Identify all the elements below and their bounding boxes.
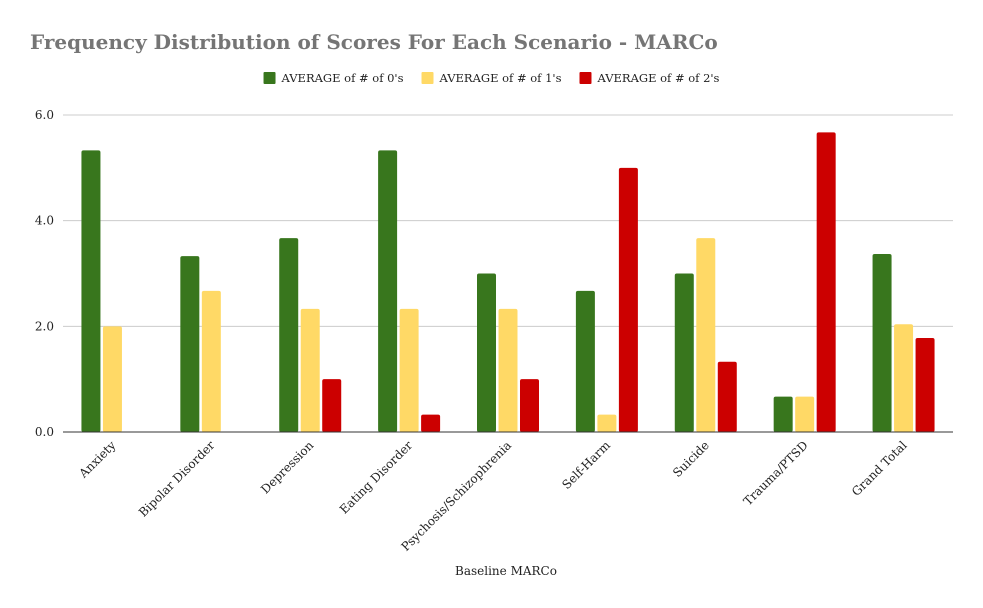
bar[interactable] — [201, 290, 221, 432]
bar[interactable] — [795, 396, 815, 432]
x-category-label: Self-Harm — [559, 438, 613, 492]
x-category-label: Anxiety — [76, 438, 119, 481]
bar[interactable] — [399, 308, 419, 432]
legend-item[interactable]: AVERAGE of # of 2's — [579, 71, 720, 85]
x-category-label: Grand Total — [849, 438, 910, 499]
bar[interactable] — [717, 361, 737, 432]
legend-item[interactable]: AVERAGE of # of 0's — [263, 71, 404, 85]
bar[interactable] — [618, 167, 638, 433]
bar[interactable] — [477, 273, 496, 433]
y-tick-label: 0.0 — [35, 425, 54, 439]
bar[interactable] — [180, 256, 200, 432]
legend-item[interactable]: AVERAGE of # of 1's — [421, 71, 562, 85]
bar[interactable] — [872, 253, 892, 432]
x-axis-categories: Anxiety Bipolar Disorder Depression Eating … — [76, 438, 910, 554]
y-axis-ticks: 0.0 2.0 4.0 6.0 — [35, 108, 54, 439]
legend-label: AVERAGE of # of 0's — [281, 71, 404, 85]
x-category-label: Eating Disorder — [337, 438, 416, 517]
bar[interactable] — [575, 290, 595, 432]
y-tick-label: 6.0 — [35, 108, 54, 122]
bar[interactable] — [816, 132, 836, 432]
x-category-label: Trauma/PTSD — [741, 438, 811, 508]
x-category-label: Bipolar Disorder — [136, 438, 218, 520]
x-category-label: Suicide — [670, 438, 712, 480]
bar[interactable] — [696, 238, 716, 432]
y-tick-label: 2.0 — [35, 319, 54, 333]
bar[interactable] — [894, 324, 914, 432]
bar[interactable] — [81, 150, 101, 433]
legend-swatch — [263, 72, 276, 84]
bar[interactable] — [498, 308, 518, 432]
bar[interactable] — [300, 308, 320, 432]
bars — [81, 132, 935, 433]
bar[interactable] — [597, 414, 617, 432]
bar[interactable] — [674, 273, 694, 433]
bar[interactable] — [520, 379, 539, 432]
bar[interactable] — [378, 150, 398, 433]
legend-swatch — [579, 72, 592, 84]
x-category-label: Psychosis/Schizophrenia — [398, 438, 514, 554]
bar[interactable] — [773, 396, 793, 432]
legend: AVERAGE of # of 0's AVERAGE of # of 1's AV… — [263, 71, 720, 85]
legend-label: AVERAGE of # of 1's — [439, 71, 562, 85]
bar[interactable] — [102, 326, 122, 432]
bar[interactable] — [421, 414, 441, 432]
legend-label: AVERAGE of # of 2's — [596, 71, 719, 85]
bar[interactable] — [279, 238, 299, 432]
bar[interactable] — [322, 379, 342, 432]
chart-title: Frequency Distribution of Scores For Eac… — [30, 30, 718, 54]
bar[interactable] — [915, 337, 935, 432]
legend-swatch — [421, 72, 434, 84]
y-tick-label: 4.0 — [35, 214, 54, 228]
x-axis-title: Baseline MARCo — [455, 564, 557, 578]
x-category-label: Depression — [258, 438, 316, 496]
